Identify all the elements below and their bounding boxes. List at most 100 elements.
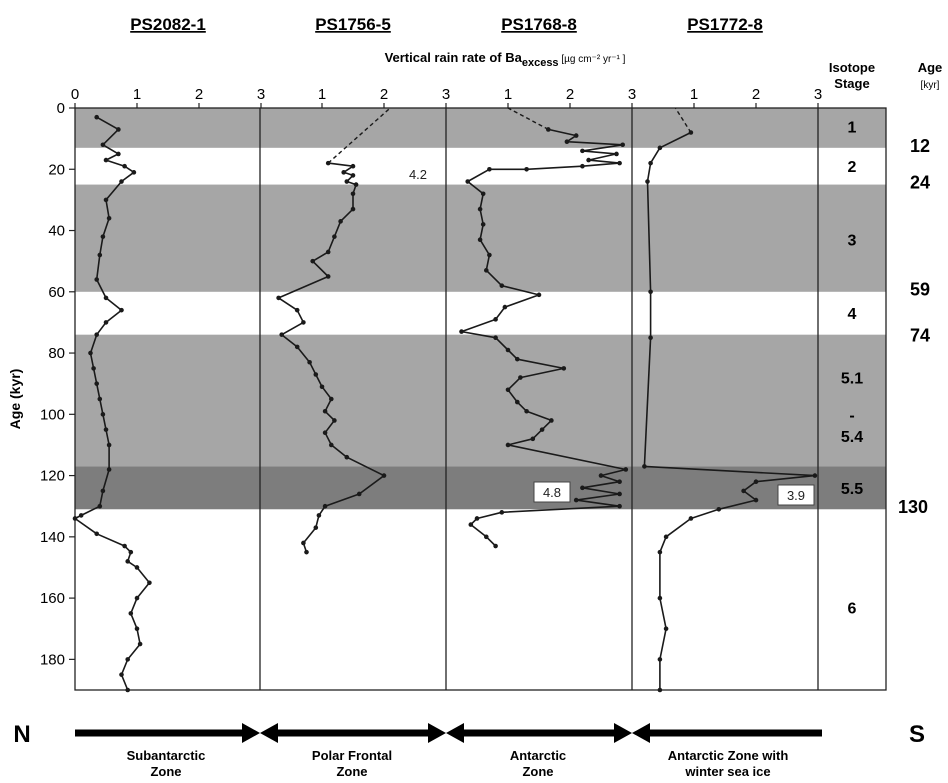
data-point xyxy=(72,516,78,521)
core-title: PS1768-8 xyxy=(501,15,577,34)
data-point xyxy=(125,657,130,662)
data-point xyxy=(304,549,309,555)
data-point xyxy=(493,317,498,322)
y-tick-label: 100 xyxy=(40,406,65,423)
data-point xyxy=(753,479,759,485)
data-point xyxy=(493,335,498,341)
isotope-stage-label: 4 xyxy=(848,306,857,323)
isotope-stage-label: 6 xyxy=(848,600,857,617)
boundary-age-label: 130 xyxy=(898,497,928,517)
data-point xyxy=(134,626,140,632)
data-point xyxy=(477,237,483,243)
y-tick-label: 160 xyxy=(40,590,65,607)
data-point xyxy=(307,359,312,365)
data-point xyxy=(94,332,99,337)
data-point xyxy=(614,151,619,157)
data-point xyxy=(106,442,112,448)
series-line-PS2082-1 xyxy=(74,116,151,691)
zone-label: Polar Frontal xyxy=(312,748,392,763)
isotope-stage-label: 5.1 xyxy=(841,371,863,388)
data-point xyxy=(505,387,511,393)
data-point xyxy=(564,139,570,144)
data-point xyxy=(100,234,106,239)
data-point xyxy=(350,206,356,212)
isotope-stage-label: 1 xyxy=(848,119,857,136)
zone-label: Antarctic Zone with xyxy=(668,748,789,763)
data-point xyxy=(716,506,722,512)
data-point xyxy=(617,479,622,485)
data-point xyxy=(125,687,130,693)
data-point xyxy=(344,454,350,460)
data-point xyxy=(106,215,112,221)
x-tick-label: 1 xyxy=(504,86,512,103)
data-point xyxy=(350,191,356,197)
data-point xyxy=(338,219,343,224)
data-point xyxy=(477,206,483,212)
data-point xyxy=(617,503,622,509)
data-point xyxy=(505,347,511,353)
data-point xyxy=(465,179,471,184)
data-point xyxy=(103,295,109,301)
data-point xyxy=(119,179,124,184)
data-point xyxy=(91,366,96,371)
data-point xyxy=(493,543,498,549)
data-point xyxy=(97,396,103,402)
data-point xyxy=(94,114,99,120)
x-tick-label: 1 xyxy=(318,86,326,103)
x-tick-label: 3 xyxy=(442,86,450,103)
data-point xyxy=(319,384,325,390)
data-point xyxy=(586,157,591,163)
data-point xyxy=(350,173,356,178)
zone-arrowhead xyxy=(260,723,278,743)
data-point xyxy=(480,191,486,197)
data-point xyxy=(137,641,143,647)
data-point xyxy=(322,503,328,509)
boundary-age-label: 74 xyxy=(910,326,930,346)
glacial-band-0 xyxy=(75,108,886,148)
data-point xyxy=(663,534,669,540)
data-point xyxy=(645,179,650,184)
data-point xyxy=(294,307,300,313)
y-tick-label: 140 xyxy=(40,529,65,546)
offscale-value-annotation: 4.8 xyxy=(543,485,561,500)
data-point xyxy=(103,157,109,163)
glacial-band-2 xyxy=(75,334,886,467)
data-point xyxy=(536,292,542,298)
data-point xyxy=(94,531,99,537)
x-tick-label: 1 xyxy=(133,86,141,103)
data-point xyxy=(515,356,520,362)
data-point xyxy=(468,522,474,527)
data-point xyxy=(474,516,480,521)
data-point xyxy=(131,170,137,175)
data-point xyxy=(103,197,109,203)
data-point xyxy=(598,473,604,478)
south-label: S xyxy=(909,721,925,748)
zone-arrowhead xyxy=(446,723,464,743)
zone-arrowhead xyxy=(632,723,650,743)
data-point xyxy=(94,277,99,282)
data-point xyxy=(381,473,387,478)
data-point xyxy=(539,427,545,432)
isotope-stage-label: 3 xyxy=(848,233,857,250)
data-point xyxy=(648,160,653,166)
data-point xyxy=(350,163,356,169)
data-point xyxy=(573,133,579,138)
x-tick-label: 2 xyxy=(195,86,203,103)
data-point xyxy=(279,332,285,337)
isotope-stage-label: 2 xyxy=(848,159,857,176)
data-point xyxy=(103,320,109,325)
data-point xyxy=(116,127,121,132)
data-point xyxy=(753,497,759,503)
data-point xyxy=(580,163,585,169)
data-point xyxy=(322,430,328,435)
zone-label: Zone xyxy=(522,764,553,779)
data-point xyxy=(122,163,127,169)
zone-label: Subantarctic xyxy=(127,748,206,763)
data-point xyxy=(88,350,93,356)
data-point xyxy=(100,488,106,494)
data-point xyxy=(322,408,328,414)
data-point xyxy=(484,268,489,273)
data-point xyxy=(499,510,505,515)
x-axis-label: Vertical rain rate of Baexcess [µg cm⁻² … xyxy=(385,50,626,69)
